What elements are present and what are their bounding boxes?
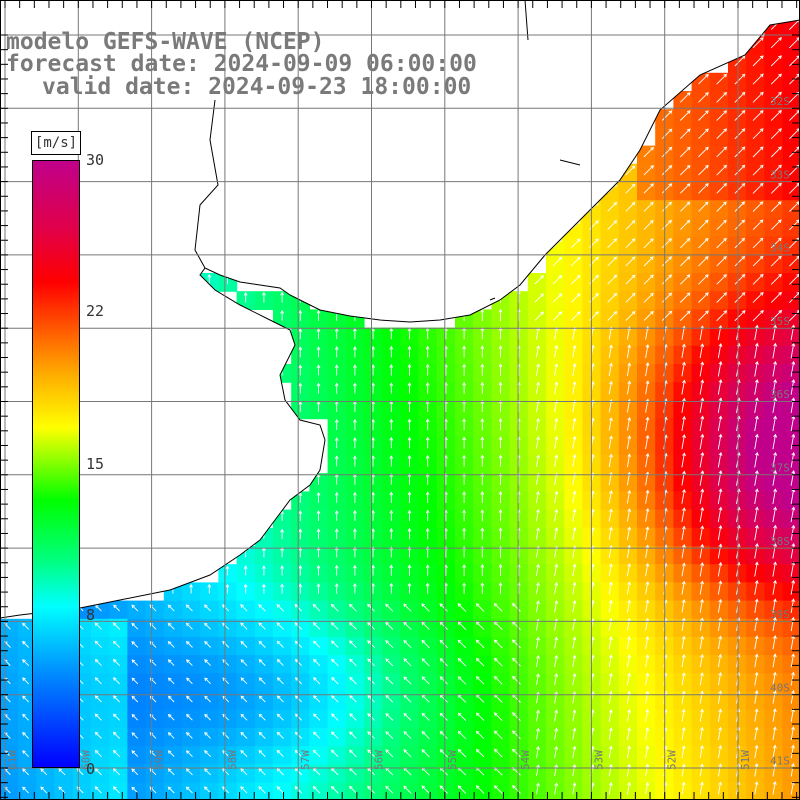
lat-label: 41S (770, 755, 790, 768)
forecast-date-title: forecast date: 2024-09-09 06:00:00 (6, 51, 477, 77)
colorbar-tick-22: 22 (86, 302, 105, 320)
lat-label: 32S (770, 95, 790, 108)
lon-label: 57W (299, 750, 312, 770)
latitude-labels: 32S 33S 34S 35S 36S 37S 38S 39S 40S 41S (770, 95, 790, 768)
lat-label: 37S (770, 462, 790, 475)
colorbar-tick-15: 15 (86, 455, 105, 473)
land-mass (0, 0, 800, 619)
lat-label: 36S (770, 388, 790, 401)
colorbar-units: [m/s] (31, 131, 81, 155)
wind-arrows (3, 18, 800, 795)
model-title: modelo GEFS-WAVE (NCEP) (6, 29, 325, 55)
lon-label: 61W (6, 750, 19, 770)
lon-label: 60W (79, 750, 92, 770)
lat-label: 35S (770, 315, 790, 328)
colorbar-tick-30: 30 (86, 151, 105, 169)
lon-label: 53W (592, 750, 605, 770)
colorbar-tick-0: 0 (86, 760, 96, 778)
lon-label: 51W (739, 750, 752, 770)
lon-label: 52W (666, 750, 679, 770)
lat-label: 39S (770, 608, 790, 621)
colorbar (32, 160, 80, 768)
lat-label: 40S (770, 681, 790, 694)
lat-label: 33S (770, 168, 790, 181)
lon-label: 56W (373, 750, 386, 770)
lat-label: 34S (770, 242, 790, 255)
lon-label: 54W (519, 750, 532, 770)
lat-label: 38S (770, 535, 790, 548)
valid-date-title: valid date: 2024-09-23 18:00:00 (42, 74, 472, 100)
longitude-labels: 61W 60W 59W 58W 57W 56W 55W 54W 53W 52W 51W (6, 750, 752, 770)
lon-label: 58W (226, 750, 239, 770)
lon-label: 55W (446, 750, 459, 770)
colorbar-tick-8: 8 (86, 606, 96, 624)
lon-label: 59W (153, 750, 166, 770)
border-lines (194, 0, 581, 301)
